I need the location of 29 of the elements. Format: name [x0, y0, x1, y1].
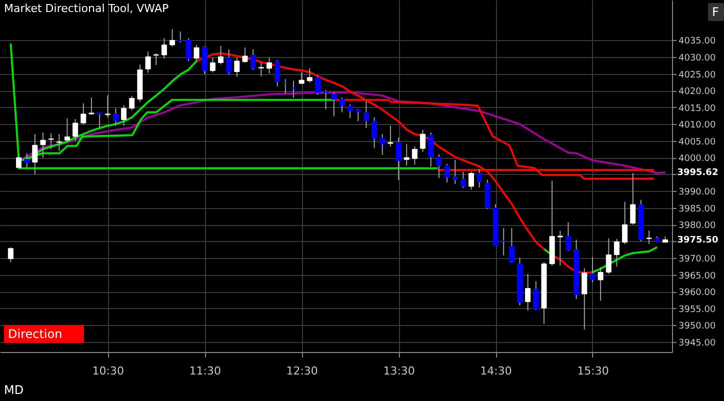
y-tick-label: 3950.00 [678, 322, 716, 332]
x-tick-label: 15:30 [577, 364, 609, 378]
y-tick-label: 3980.00 [678, 221, 716, 232]
y-tick-label: 4005.00 [678, 137, 716, 148]
y-tick-label: 3965.00 [678, 271, 716, 282]
y-tick-label: 4010.00 [678, 120, 716, 131]
annotation: 3995.62 [677, 168, 718, 178]
x-tick-label: 13:30 [383, 364, 415, 378]
y-tick-label: 4020.00 [678, 87, 716, 98]
y-tick-label: 3945.00 [678, 338, 716, 348]
chart-title: Market Directional Tool, VWAP [4, 2, 169, 15]
x-tick-label: 11:30 [189, 364, 221, 378]
y-tick-label: 3990.00 [678, 188, 716, 198]
y-tick-label: 3960.00 [678, 288, 716, 298]
x-tick-label: 10:30 [92, 364, 124, 378]
annotation: 3975.50 [677, 236, 718, 246]
x-tick-label: 14:30 [480, 364, 512, 378]
y-tick-label: 4015.00 [678, 104, 716, 114]
x-tick-label: 12:30 [286, 364, 318, 378]
y-tick-label: 3955.00 [678, 304, 716, 315]
y-tick-label: 4030.00 [678, 53, 716, 64]
y-tick-label: 3985.00 [678, 204, 716, 214]
text: F [712, 5, 719, 19]
text: MD [4, 383, 24, 397]
y-tick-label: 4000.00 [678, 154, 716, 164]
y-tick-label: 3970.00 [678, 254, 716, 265]
y-tick-label: 4025.00 [678, 70, 716, 80]
annotation: Direction [8, 327, 62, 341]
y-tick-label: 4035.00 [678, 36, 716, 47]
